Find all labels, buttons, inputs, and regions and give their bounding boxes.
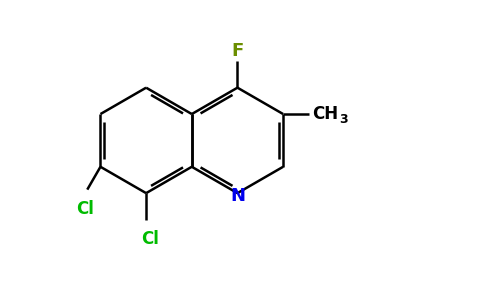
Text: Cl: Cl — [76, 200, 94, 218]
Text: CH: CH — [312, 105, 338, 123]
Text: N: N — [230, 187, 245, 205]
Text: Cl: Cl — [141, 230, 159, 248]
Text: 3: 3 — [339, 113, 348, 126]
Text: F: F — [231, 42, 243, 60]
